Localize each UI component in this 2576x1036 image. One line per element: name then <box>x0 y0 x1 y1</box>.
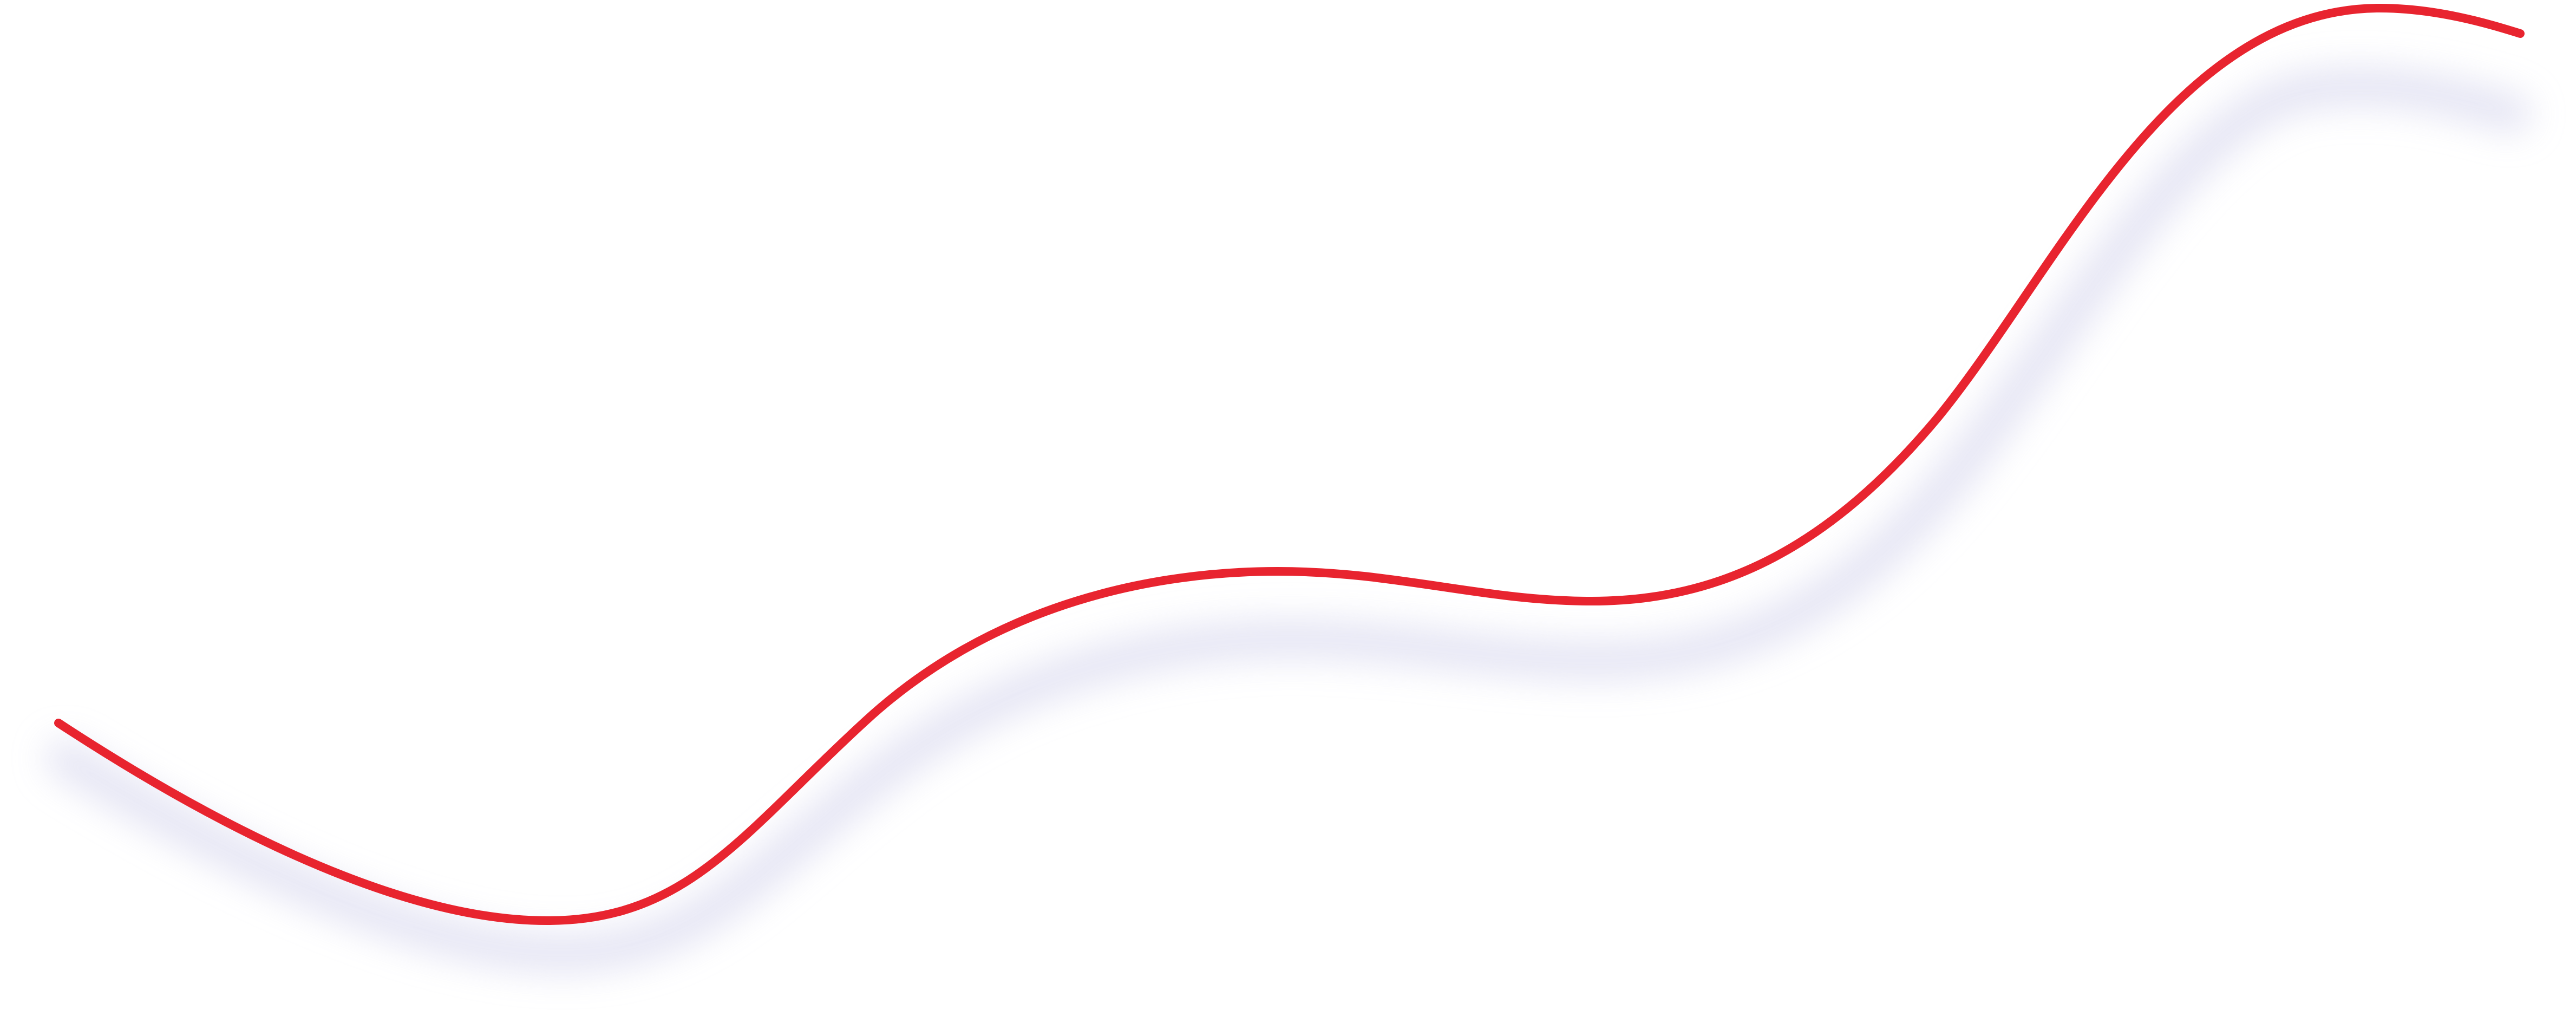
curve-drop-shadow <box>46 68 2531 973</box>
wavy-red-line <box>54 3 2525 925</box>
